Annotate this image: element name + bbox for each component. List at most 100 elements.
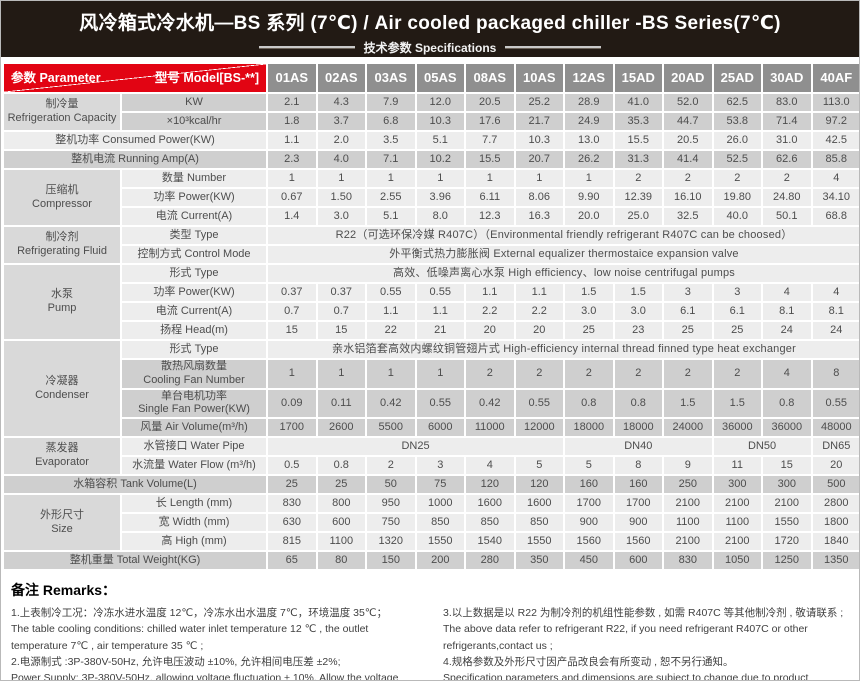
value-cell: 44.7	[662, 111, 714, 132]
value-cell: 2	[464, 358, 516, 390]
value-cell: 4.0	[315, 149, 368, 170]
model-column-header: 10AS	[513, 62, 566, 94]
value-cell: 24000	[662, 417, 714, 438]
remark-note: 4.规格参数及外形尺寸因产品改良会有所变动 , 恕不另行通知。	[443, 655, 734, 668]
table-row: 散热风扇数量 Cooling Fan Number 1 1 1 1 2 2 2 2 2 2 4 8	[3, 358, 859, 390]
value-cell: 3.96	[414, 187, 467, 208]
value-cell: 5.1	[414, 130, 467, 151]
value-cell: 2	[761, 168, 813, 189]
value-cell: 1.4	[266, 206, 318, 227]
section-label: 制冷剂 Refrigerating Fluid	[2, 225, 122, 265]
value-cell: 1550	[761, 512, 813, 533]
model-column-header: 15AD	[612, 62, 665, 94]
value-cell: 15.5	[612, 130, 665, 151]
value-cell: 24.9	[563, 111, 615, 132]
value-cell: 4	[464, 455, 516, 476]
value-cell: 50	[365, 474, 417, 495]
value-cell: 0.5	[266, 455, 318, 476]
value-cell: 21	[414, 320, 467, 341]
value-cell: 65	[266, 550, 318, 571]
model-header-row: 参数 Parameter 型号 Model[BS-**] 01AS 02AS 03A…	[1, 62, 859, 94]
table-row: 扬程 Head(m) 15 15 22 21 20 20 25 23 25 25 24 24	[3, 320, 859, 341]
value-cell: 80	[315, 550, 368, 571]
value-cell: 350	[513, 550, 566, 571]
value-cell: 1.1	[464, 282, 516, 303]
remarks-heading: 备注 Remarks：	[11, 582, 117, 598]
value-cell: 1.1	[414, 301, 467, 322]
value-cell: 1250	[761, 550, 813, 571]
value-cell: 2	[662, 168, 714, 189]
value-cell: 0.55	[414, 282, 467, 303]
value-cell: 1700	[612, 493, 665, 514]
remark-note: The above data refer to refrigerant R22,…	[443, 623, 808, 652]
value-cell: 97.2	[810, 111, 859, 132]
value-cell: 300	[761, 474, 813, 495]
table-row: 控制方式 Control Mode 外平衡式热力膨胀阀 External equa…	[3, 244, 859, 265]
value-cell: 2	[612, 358, 665, 390]
value-cell: 16.10	[662, 187, 714, 208]
value-cell: 850	[414, 512, 467, 533]
value-cell: 8.06	[513, 187, 566, 208]
value-cell: 3	[711, 282, 764, 303]
table-row: 整机功率 Consumed Power(KW) 1.1 2.0 3.5 5.1 7.7 10…	[1, 130, 859, 151]
value-cell: 15.5	[464, 149, 516, 170]
value-cell: 1	[513, 168, 566, 189]
table-row: 外形尺寸 Size 长 Length (mm) 830 800 950 1000 1600 16…	[2, 493, 859, 552]
row-label: 控制方式 Control Mode	[119, 244, 269, 265]
section-label: 制冷量 Refrigeration Capacity	[2, 92, 122, 132]
table-row: 制冷剂 Refrigerating Fluid 类型 Type R22（可选环保冷媒 …	[2, 225, 859, 265]
value-cell: 0.8	[612, 387, 665, 419]
value-cell: 42.5	[810, 130, 859, 151]
value-cell: 5	[513, 455, 566, 476]
model-column-header: 01AS	[266, 62, 318, 94]
value-cell: 16.3	[513, 206, 566, 227]
model-column-header: 02AS	[315, 62, 368, 94]
value-cell: 13.0	[563, 130, 615, 151]
title-banner: 风冷箱式冷水机—BS 系列 (7℃) / Air cooled packaged…	[1, 1, 859, 57]
value-cell: 1	[315, 168, 368, 189]
value-cell: 1	[464, 168, 516, 189]
value-cell: 0.55	[810, 387, 859, 419]
value-cell: 15	[315, 320, 368, 341]
value-cell: 1	[414, 358, 467, 390]
row-label: 整机功率 Consumed Power(KW)	[1, 130, 269, 151]
value-cell: 2.2	[513, 301, 566, 322]
value-cell: 300	[711, 474, 764, 495]
value-cell: 1.5	[711, 387, 764, 419]
table-row: 压缩机 Compressor 数量 Number 1 1 1 1 1 1 1 2 2 2 2 4	[2, 168, 859, 227]
table-row: 电流 Current(A) 0.7 0.7 1.1 1.1 2.2 2.2 3.0 3.0 6.1…	[3, 301, 859, 322]
spec-table: 参数 Parameter 型号 Model[BS-**] 01AS 02AS 03A…	[1, 62, 859, 571]
row-label: 功率 Power(KW)	[119, 282, 269, 303]
specifications-subtitle-row: 技术参数 Specifications	[1, 39, 859, 56]
table-row: 蒸发器 Evaporator 水管接口 Water Pipe DN25 DN40 DN50…	[2, 436, 859, 476]
value-cell: 0.7	[266, 301, 318, 322]
value-cell: 0.09	[266, 387, 318, 419]
value-cell: 53.8	[711, 111, 764, 132]
value-cell: 41.0	[612, 92, 665, 113]
value-cell: 200	[414, 550, 467, 571]
value-cell: 0.11	[315, 387, 368, 419]
value-cell: 1320	[365, 531, 417, 552]
value-cell: 12.0	[414, 92, 467, 113]
value-cell: 1100	[662, 512, 714, 533]
value-cell: 26.0	[711, 130, 764, 151]
value-cell: 20	[464, 320, 516, 341]
value-cell: 1000	[414, 493, 467, 514]
value-cell: 52.0	[662, 92, 714, 113]
value-cell: 15	[266, 320, 318, 341]
section-label: 冷凝器 Condenser	[2, 339, 122, 438]
value-cell: 25.2	[513, 92, 566, 113]
row-label: 水流量 Water Flow (m³/h)	[119, 455, 269, 476]
value-cell: 0.8	[315, 455, 368, 476]
value-cell: 1	[414, 168, 467, 189]
value-cell: 36000	[711, 417, 764, 438]
remark-note: 3.以上数据是以 R22 为制冷剂的机组性能参数 , 如需 R407C 等其他制…	[443, 607, 844, 619]
value-cell: 8	[810, 358, 859, 390]
value-cell: 1550	[414, 531, 467, 552]
value-cell: 2100	[662, 531, 714, 552]
value-cell: 2.55	[365, 187, 417, 208]
merged-value-cell: DN50	[711, 436, 813, 457]
value-cell: 20	[513, 320, 566, 341]
table-row: 高 High (mm) 815 1100 1320 1550 1540 1550 1560 15…	[3, 531, 859, 552]
value-cell: 62.5	[711, 92, 764, 113]
